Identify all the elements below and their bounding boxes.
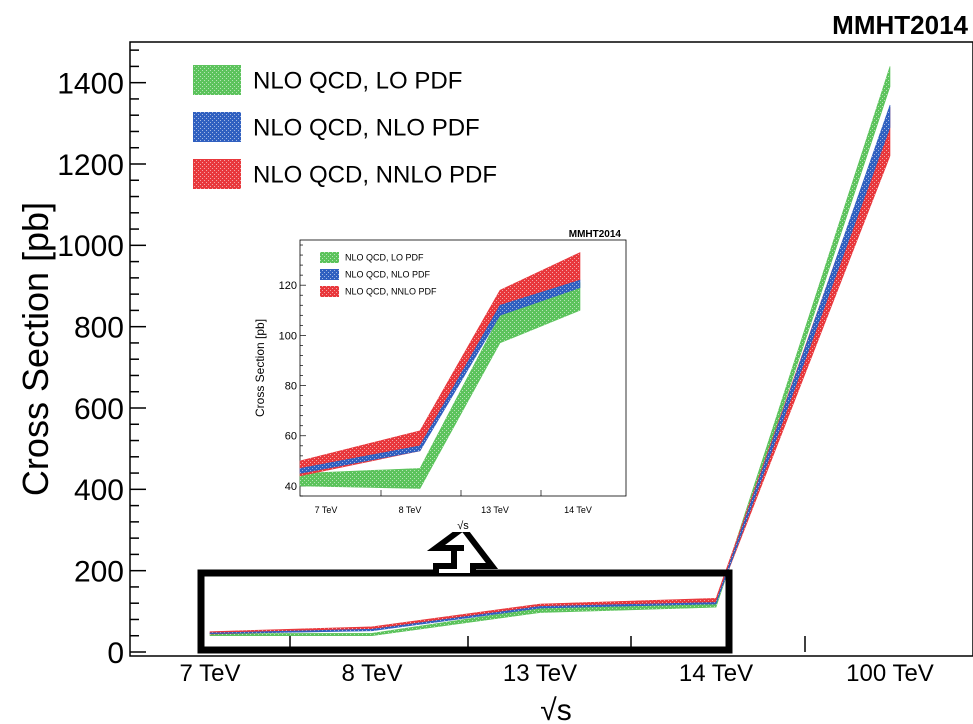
legend-swatch-hatch bbox=[320, 252, 339, 263]
y-tick-label: 800 bbox=[74, 311, 124, 344]
zoom-highlight-box bbox=[197, 569, 733, 654]
legend-label: NLO QCD, NNLO PDF bbox=[345, 287, 437, 297]
inset-y-axis-label: Cross Section [pb] bbox=[253, 319, 267, 417]
y-tick-label: 1000 bbox=[57, 230, 124, 263]
main-chart-title: MMHT2014 bbox=[832, 10, 968, 40]
series-band-hatch bbox=[300, 252, 580, 476]
y-tick-label: 0 bbox=[107, 637, 124, 670]
main-x-tick-labels: 7 TeV 8 TeV 13 TeV 14 TeV 100 TeV bbox=[180, 660, 934, 687]
legend-swatch-hatch bbox=[193, 112, 241, 142]
x-tick-label: 100 TeV bbox=[846, 660, 934, 687]
y-tick-label: 200 bbox=[74, 555, 124, 588]
inset-chart: MMHT2014 40 60 80 100 120 7 TeV 8 TeV 13 TeV 14… bbox=[248, 226, 628, 532]
legend-label: NLO QCD, LO PDF bbox=[345, 253, 424, 263]
inset-chart-title: MMHT2014 bbox=[569, 229, 622, 240]
y-tick-label: 80 bbox=[285, 381, 297, 393]
main-y-axis-label: Cross Section [pb] bbox=[15, 202, 56, 496]
x-tick-label: 7 TeV bbox=[180, 660, 241, 687]
y-tick-label: 400 bbox=[74, 474, 124, 507]
main-chart: MMHT2014 0 200 400 600 800 1000 1200 1400 7 TeV… bbox=[15, 10, 973, 724]
x-tick-label: 13 TeV bbox=[481, 505, 509, 515]
x-tick-label: 14 TeV bbox=[564, 505, 592, 515]
main-x-axis-label: √s bbox=[540, 694, 571, 724]
y-tick-label: 1200 bbox=[57, 149, 124, 182]
legend-label: NLO QCD, NLO PDF bbox=[253, 114, 480, 141]
inset-legend: NLO QCD, LO PDF NLO QCD, NLO PDF NLO QCD, … bbox=[320, 252, 437, 297]
legend-label: NLO QCD, LO PDF bbox=[253, 67, 462, 94]
main-ticks bbox=[130, 49, 806, 653]
y-tick-label: 120 bbox=[279, 280, 297, 292]
main-y-tick-labels: 0 200 400 600 800 1000 1200 1400 bbox=[57, 67, 124, 669]
y-tick-label: 600 bbox=[74, 393, 124, 426]
inset-x-axis-label: √s bbox=[457, 520, 469, 532]
x-tick-label: 8 TeV bbox=[399, 505, 422, 515]
x-tick-label: 13 TeV bbox=[503, 660, 577, 687]
y-tick-label: 100 bbox=[279, 330, 297, 342]
main-plot-frame bbox=[129, 41, 973, 657]
main-legend: NLO QCD, LO PDF NLO QCD, NLO PDF NLO QCD, … bbox=[193, 65, 497, 189]
legend-swatch-hatch bbox=[193, 159, 241, 189]
x-tick-label: 8 TeV bbox=[342, 660, 403, 687]
legend-label: NLO QCD, NLO PDF bbox=[345, 270, 431, 280]
x-tick-label: 7 TeV bbox=[315, 505, 338, 515]
y-tick-label: 60 bbox=[285, 431, 297, 443]
inset-bands bbox=[299, 252, 581, 489]
inset-plot-frame bbox=[299, 239, 627, 497]
legend-swatch-hatch bbox=[193, 65, 241, 95]
inset-y-tick-labels: 40 60 80 100 120 bbox=[279, 280, 297, 493]
legend-swatch-hatch bbox=[320, 269, 339, 280]
zoom-arrow bbox=[426, 523, 499, 573]
y-tick-label: 40 bbox=[285, 481, 297, 493]
x-tick-label: 14 TeV bbox=[679, 660, 753, 687]
inset-x-tick-labels: 7 TeV 8 TeV 13 TeV 14 TeV bbox=[315, 505, 592, 515]
main-bands bbox=[209, 66, 891, 637]
series-band-hatch bbox=[300, 282, 580, 489]
y-tick-label: 1400 bbox=[57, 67, 124, 100]
legend-label: NLO QCD, NNLO PDF bbox=[253, 161, 497, 188]
legend-swatch-hatch bbox=[320, 286, 339, 297]
